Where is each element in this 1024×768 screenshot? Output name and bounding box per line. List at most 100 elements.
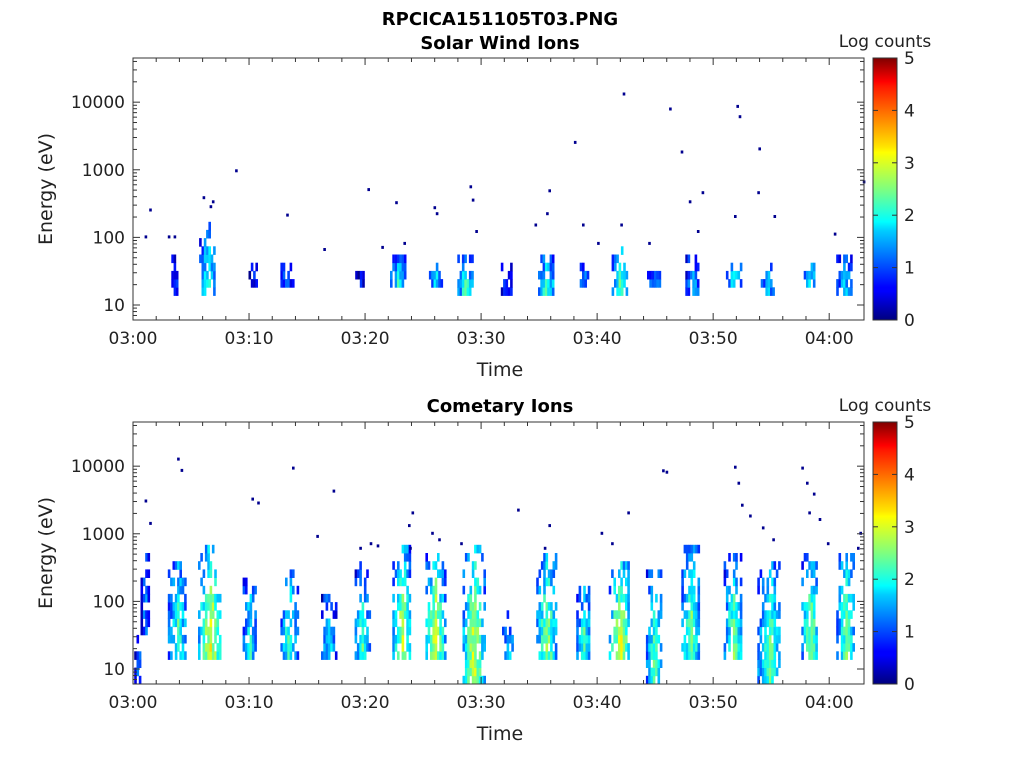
spectrogram-cell <box>845 287 848 296</box>
spectrogram-cell <box>478 544 482 554</box>
spectrogram-cell <box>363 643 367 652</box>
spectrogram-cell <box>506 651 510 660</box>
spectrogram-cell <box>140 626 144 636</box>
spectrogram-cell <box>540 270 543 280</box>
spectrogram-cell <box>203 287 207 296</box>
spectrogram-cell <box>760 279 764 288</box>
spectrogram-cell <box>245 585 248 595</box>
spectrogram-cell <box>332 610 336 619</box>
spectrogram-cell <box>810 634 814 644</box>
spectrogram-cell <box>171 254 174 264</box>
spectrogram-cell <box>728 643 731 652</box>
spectrogram-cell <box>437 626 440 636</box>
spectrogram-cell <box>685 626 689 636</box>
x-tick-label: 03:20 <box>341 329 390 349</box>
sparse-count <box>812 492 816 496</box>
spectrogram-cell <box>359 651 362 660</box>
spectrogram-cell <box>803 270 807 280</box>
spectrogram-cell <box>208 262 211 272</box>
spectrogram-cell <box>206 254 209 264</box>
spectrogram-cell <box>620 618 623 628</box>
spectrogram-cell <box>550 651 553 660</box>
spectrogram-cell <box>778 634 781 644</box>
spectrogram-cell <box>692 585 696 595</box>
spectrogram-cell <box>806 626 809 636</box>
spectrogram-cell <box>471 569 475 578</box>
spectrogram-cell <box>692 287 695 296</box>
burst-5 <box>390 254 407 288</box>
spectrogram-cell <box>655 593 658 603</box>
spectrogram-cell <box>406 569 409 578</box>
spectrogram-cell <box>812 561 816 570</box>
spectrogram-cell <box>650 602 654 611</box>
spectrogram-cell <box>147 553 151 562</box>
spectrogram-cell <box>427 618 431 628</box>
sparse-count <box>177 457 180 461</box>
spectrogram-cell <box>695 610 698 619</box>
spectrogram-cell <box>576 618 579 628</box>
spectrogram-cell <box>145 610 148 619</box>
spectrogram-cell <box>249 634 253 644</box>
spectrogram-cell <box>211 610 215 619</box>
spectrogram-cell <box>812 618 816 628</box>
spectrogram-cell <box>732 270 736 280</box>
burst-2 <box>167 561 187 660</box>
spectrogram-cell <box>366 610 369 619</box>
spectrogram-cell <box>434 626 438 636</box>
spectrogram-cell <box>625 593 628 603</box>
spectrogram-cell <box>140 585 144 595</box>
spectrogram-cell <box>469 643 473 652</box>
spectrogram-cell <box>547 569 551 578</box>
spectrogram-cell <box>765 287 768 296</box>
spectrogram-cell <box>725 626 729 636</box>
spectrogram-cell <box>406 585 409 595</box>
colorbar-tick-label: 4 <box>904 101 915 121</box>
spectrogram-cell <box>218 651 222 660</box>
spectrogram-cell <box>764 675 767 685</box>
spectrogram-cell <box>625 602 628 611</box>
spectrogram-cell <box>444 577 447 587</box>
x-tick-label: 03:40 <box>573 693 622 713</box>
spectrogram-cell <box>648 651 651 660</box>
spectrogram-cell <box>806 279 809 288</box>
spectrogram-cell <box>323 626 326 636</box>
spectrogram-cell <box>585 643 589 652</box>
spectrogram-cell <box>627 618 630 628</box>
spectrogram-cell <box>201 262 205 272</box>
spectrogram-cell <box>471 610 475 619</box>
spectrogram-cell <box>801 577 804 587</box>
spectrogram-cell <box>214 626 217 636</box>
spectrogram-cell <box>441 626 445 636</box>
spectrogram-cell <box>170 593 173 603</box>
spectrogram-cell <box>580 643 584 652</box>
spectrogram-cell <box>214 602 217 611</box>
spectrogram-cell <box>198 651 201 660</box>
spectrogram-cell <box>254 585 257 595</box>
spectrogram-cell <box>469 585 473 595</box>
sparse-count <box>696 230 700 233</box>
spectrogram-cell <box>697 643 701 652</box>
spectrogram-cell <box>507 287 511 296</box>
spectrogram-cell <box>845 618 848 628</box>
spectrogram-cell <box>441 610 445 619</box>
spectrogram-cell <box>652 667 656 677</box>
spectrogram-cell <box>690 569 694 578</box>
spectrogram-cell <box>584 279 587 288</box>
spectrogram-cell <box>852 561 855 570</box>
spectrogram-cell <box>321 610 324 619</box>
spectrogram-cell <box>576 651 579 660</box>
spectrogram-cell <box>616 270 619 280</box>
y-tick-label: 10 <box>103 660 125 680</box>
spectrogram-cell <box>538 618 542 628</box>
spectrogram-cell <box>549 270 553 280</box>
spectrogram-cell <box>171 270 174 280</box>
spectrogram-cell <box>177 593 180 603</box>
spectrogram-cell <box>578 585 582 595</box>
spectrogram-cell <box>510 287 513 296</box>
spectrogram-cell <box>659 659 663 668</box>
spectrogram-cell <box>325 634 329 644</box>
spectrogram-cell <box>171 279 174 288</box>
spectrogram-cell <box>683 651 687 660</box>
spectrogram-cell <box>538 602 542 611</box>
spectrogram-cell <box>618 634 621 644</box>
